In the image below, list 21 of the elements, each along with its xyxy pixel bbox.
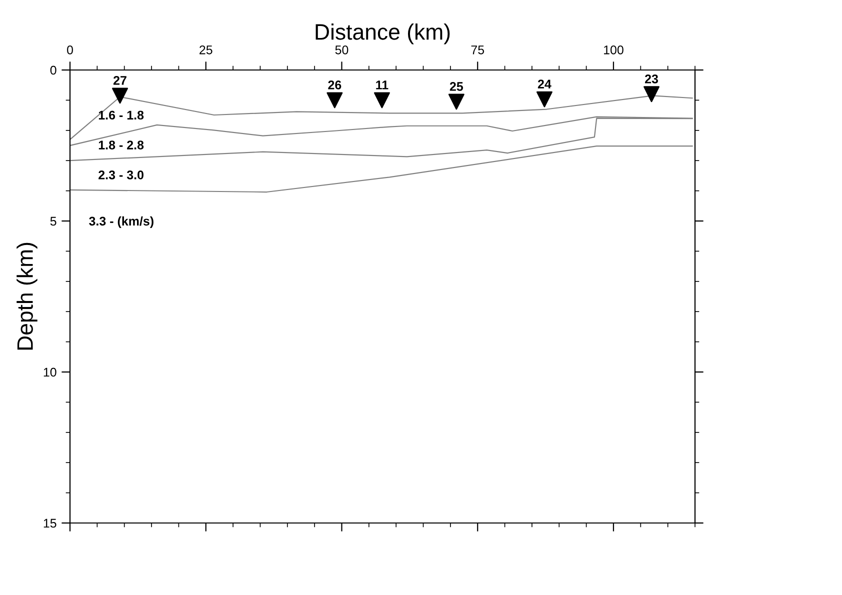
x-tick-label: 0: [67, 45, 73, 54]
annotation: 1.6 - 1.8: [98, 110, 144, 120]
x-axis-title: Distance (km): [316, 23, 450, 44]
annotation: 27: [113, 76, 126, 85]
y-tick-label: 15: [44, 518, 56, 528]
annotation: 26: [328, 80, 342, 90]
annotation: 25: [450, 82, 464, 91]
annotation: 11: [376, 80, 388, 90]
y-tick-label: 5: [50, 216, 56, 226]
annotation: 23: [645, 74, 658, 84]
y-tick-label: 10: [44, 368, 56, 377]
annotation: 1.8 - 2.8: [98, 140, 144, 150]
y-tick-label: 0: [50, 66, 56, 75]
annotation: 3.3 - (km/s): [89, 216, 154, 228]
annotation: 2.3 - 3.0: [98, 170, 144, 180]
annotation: 24: [538, 80, 552, 88]
x-tick-label: 50: [335, 45, 348, 54]
x-tick-label: 100: [604, 45, 624, 54]
x-tick-label: 75: [471, 46, 484, 54]
x-tick-label: 25: [200, 45, 212, 54]
y-axis-title: Depth (km): [16, 242, 38, 350]
